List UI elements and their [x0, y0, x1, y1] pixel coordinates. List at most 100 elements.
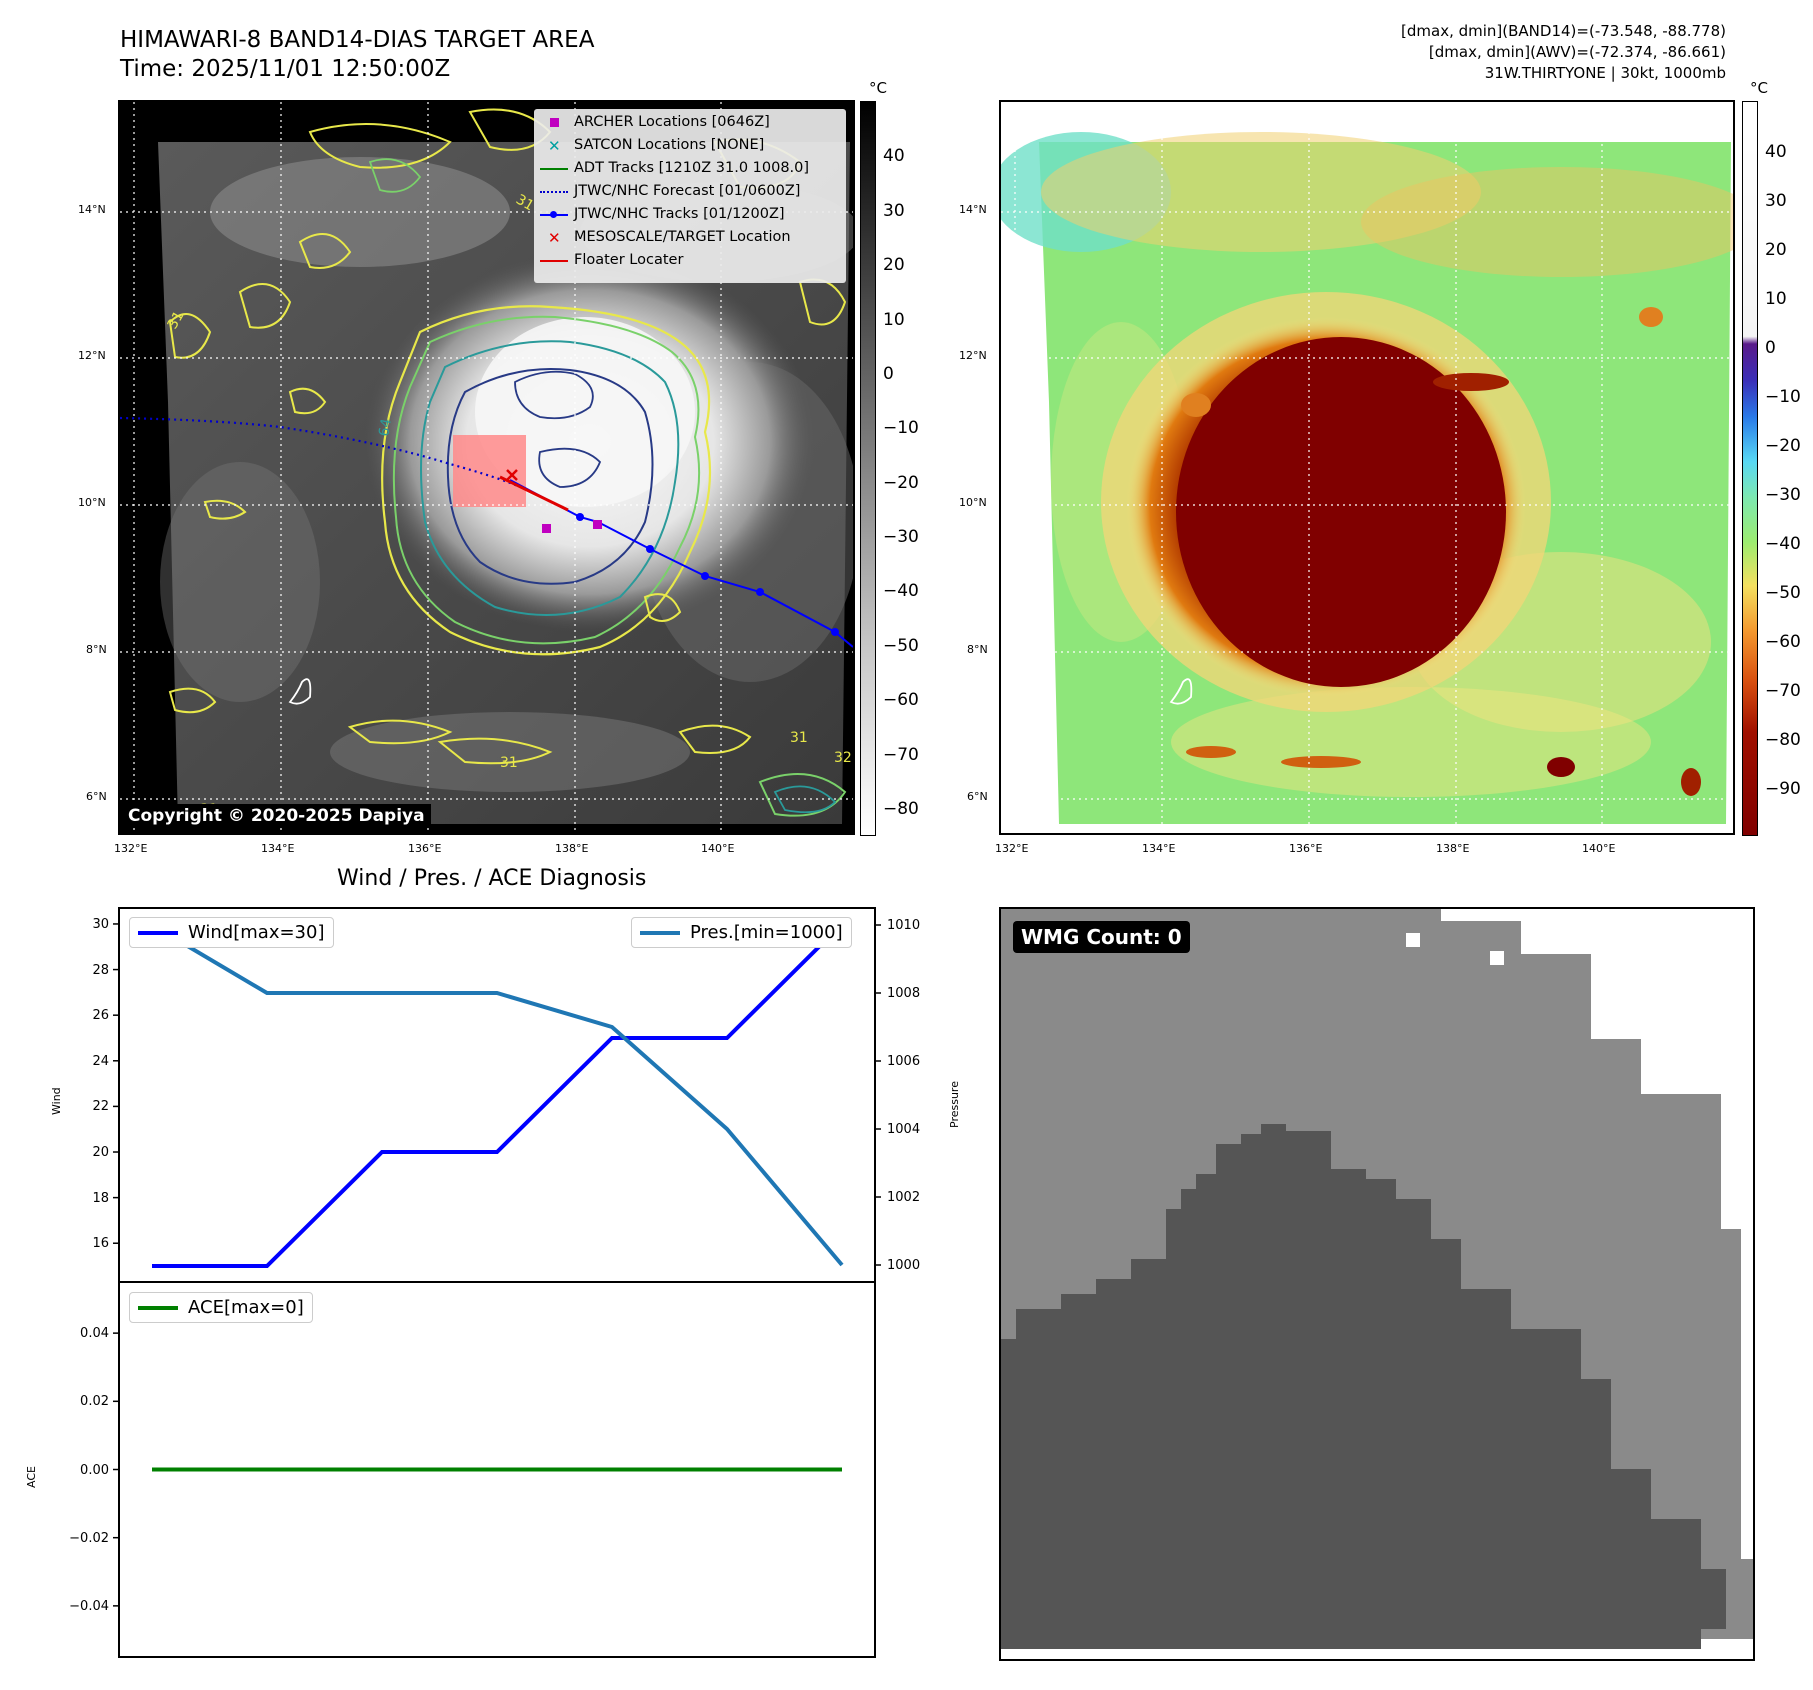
contour-label: 31	[165, 309, 188, 332]
colorbar-tick: 30	[1765, 191, 1787, 211]
wind-tick-label: 24	[92, 1053, 109, 1069]
lon-tick: 136°E	[408, 842, 442, 855]
wind-tick-label: 22	[92, 1099, 109, 1115]
line-marker-icon	[534, 157, 574, 180]
colorbar-tick: 20	[1765, 240, 1787, 260]
square-marker-icon	[534, 111, 574, 134]
dotted-line-icon	[534, 180, 574, 203]
awv-colorbar-unit: °C	[1750, 79, 1768, 97]
legend-item-floater: Floater Locater	[534, 249, 846, 272]
wind-axis-label: Wind	[50, 1087, 63, 1115]
lon-tick: 138°E	[1436, 842, 1470, 855]
diagnosis-title: Wind / Pres. / ACE Diagnosis	[337, 866, 647, 891]
lat-tick: 10°N	[959, 496, 987, 509]
lon-tick: 140°E	[701, 842, 735, 855]
lon-tick: 132°E	[114, 842, 148, 855]
colorbar-tick: −80	[883, 799, 919, 819]
colorbar-tick: −20	[883, 473, 919, 493]
wind-tick-label: 26	[92, 1008, 109, 1024]
band14-colorbar-unit: °C	[869, 79, 887, 97]
contour-label: 32	[834, 750, 852, 766]
pressure-tick-label: 1008	[887, 986, 921, 1001]
colorbar-tick: 40	[883, 146, 905, 166]
pressure-series-line	[150, 923, 844, 1267]
colorbar-tick: −90	[1765, 779, 1801, 799]
contour-label: 31	[790, 730, 808, 746]
contour-label: 31	[513, 192, 536, 215]
wind-legend-line-icon	[138, 930, 178, 935]
colorbar-tick: 20	[883, 255, 905, 275]
wind-series-line	[152, 922, 844, 1269]
x-marker-icon: ✕	[548, 229, 561, 247]
figure-time: Time: 2025/11/01 12:50:00Z	[120, 56, 451, 82]
x-marker-icon: ✕	[548, 137, 561, 155]
colorbar-tick: −80	[1765, 730, 1801, 750]
colorbar-tick: 40	[1765, 142, 1787, 162]
colorbar-tick: −10	[1765, 387, 1801, 407]
colorbar-tick: 30	[883, 201, 905, 221]
band14-map: 31 31 64 31 31 31 32	[118, 100, 855, 835]
legend-item-jtwc-forecast: JTWC/NHC Forecast [01/0600Z]	[534, 180, 846, 203]
line-marker-icon	[534, 249, 574, 272]
diagnosis-chart	[113, 907, 881, 1658]
line-dot-icon	[534, 203, 574, 226]
colorbar-tick: 0	[883, 364, 894, 384]
colorbar-tick: −50	[1765, 583, 1801, 603]
lat-tick: 12°N	[959, 349, 987, 362]
info-storm: 31W.THIRTYONE | 30kt, 1000mb	[1484, 64, 1726, 82]
colorbar-tick: −30	[1765, 485, 1801, 505]
pressure-tick-label: 1006	[887, 1054, 921, 1069]
ace-tick-label: −0.04	[69, 1598, 109, 1614]
wind-legend: Wind[max=30]	[129, 917, 334, 948]
legend-item-jtwc-tracks: JTWC/NHC Tracks [01/1200Z]	[534, 203, 846, 226]
info-band14-range: [dmax, dmin](BAND14)=(-73.548, -88.778)	[1401, 22, 1726, 40]
ace-tick-label: −0.02	[69, 1530, 109, 1546]
colorbar-tick: −40	[1765, 534, 1801, 554]
ace-axis-label: ACE	[25, 1466, 38, 1488]
colorbar-tick: 10	[1765, 289, 1787, 309]
legend-item-adt: ADT Tracks [1210Z 31.0 1008.0]	[534, 157, 846, 180]
contour-label: 64	[376, 417, 395, 437]
ace-tick-label: 0.02	[80, 1394, 109, 1410]
lon-tick: 132°E	[995, 842, 1029, 855]
lon-tick: 136°E	[1289, 842, 1323, 855]
colorbar-tick: −20	[1765, 436, 1801, 456]
lat-tick: 8°N	[86, 643, 107, 656]
lon-tick: 138°E	[555, 842, 589, 855]
colorbar-tick: −70	[883, 745, 919, 765]
colorbar-tick: −30	[883, 527, 919, 547]
legend-item-archer: ARCHER Locations [0646Z]	[534, 111, 846, 134]
map-legend: ARCHER Locations [0646Z] ✕ SATCON Locati…	[534, 109, 846, 283]
lat-tick: 10°N	[78, 496, 106, 509]
ace-tick-label: 0.04	[80, 1326, 109, 1342]
colorbar-tick: −60	[883, 690, 919, 710]
pressure-tick-label: 1002	[887, 1190, 921, 1205]
pressure-tick-label: 1010	[887, 918, 921, 933]
lon-tick: 134°E	[1142, 842, 1176, 855]
info-awv-range: [dmax, dmin](AWV)=(-72.374, -86.661)	[1428, 43, 1726, 61]
lat-tick: 6°N	[86, 790, 107, 803]
legend-item-target: ✕ MESOSCALE/TARGET Location	[534, 226, 846, 249]
copyright-badge: Copyright © 2020-2025 Dapiya	[122, 804, 431, 828]
colorbar-tick: −10	[883, 418, 919, 438]
ace-legend-line-icon	[138, 1305, 178, 1310]
lat-tick: 14°N	[78, 203, 106, 216]
lat-tick: 14°N	[959, 203, 987, 216]
contour-label: 31	[500, 755, 518, 771]
colorbar-tick: −70	[1765, 681, 1801, 701]
pressure-axis-label: Pressure	[948, 1081, 961, 1128]
pressure-legend-line-icon	[640, 930, 680, 935]
awv-colorbar	[1742, 101, 1758, 836]
wind-tick-label: 20	[92, 1145, 109, 1160]
colorbar-tick: −40	[883, 581, 919, 601]
band14-colorbar	[860, 101, 876, 836]
wmg-count-badge: WMG Count: 0	[1013, 921, 1190, 953]
pressure-tick-label: 1004	[887, 1122, 921, 1137]
colorbar-tick: −50	[883, 636, 919, 656]
ace-legend: ACE[max=0]	[129, 1292, 313, 1323]
colorbar-tick: −60	[1765, 632, 1801, 652]
wind-tick-label: 18	[92, 1190, 109, 1206]
awv-map	[999, 100, 1735, 835]
wind-pressure-axes	[118, 907, 876, 1283]
pressure-tick-label: 1000	[887, 1258, 921, 1273]
